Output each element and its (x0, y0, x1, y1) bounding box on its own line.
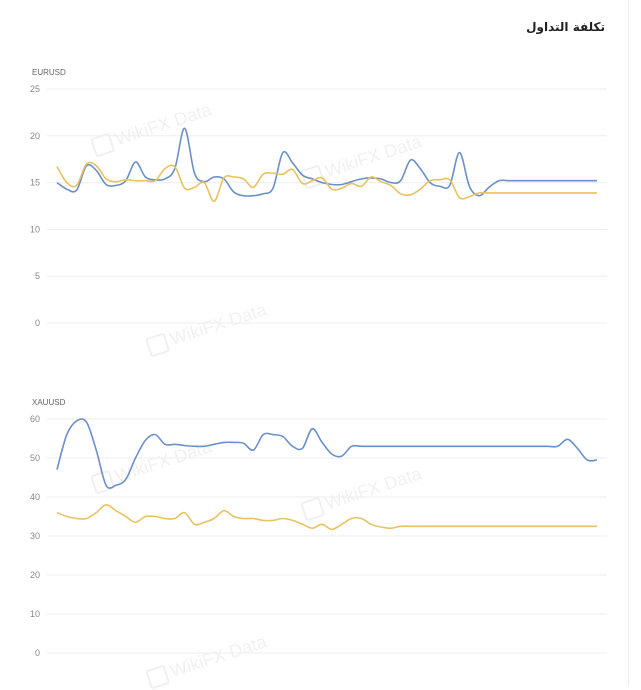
series-line-1 (56, 161, 597, 203)
page-title: تكلفة التداول (526, 20, 605, 34)
y-tick-label: 20 (30, 570, 40, 580)
y-tick-label: 10 (30, 224, 40, 234)
y-tick-label: 20 (30, 131, 40, 141)
y-tick-label: 0 (35, 318, 40, 328)
xauusd-line-chart: 0 10 20 30 40 50 60 (30, 414, 607, 658)
eurusd-line-chart: 0 5 10 15 20 25 (30, 84, 607, 328)
y-tick-label: 60 (30, 414, 40, 424)
y-tick-label: 25 (30, 84, 40, 94)
y-tick-label: 10 (30, 609, 40, 619)
y-tick-label: 30 (30, 531, 40, 541)
y-tick-label: 0 (35, 648, 40, 658)
series-line-0 (56, 418, 598, 489)
chart-title-xauusd: XAUUSD (32, 398, 66, 407)
chart-title-eurusd: EURUSD (32, 68, 66, 77)
y-tick-label: 5 (35, 271, 40, 281)
y-tick-label: 15 (30, 178, 40, 188)
panel-divider (628, 0, 629, 686)
y-tick-label: 40 (30, 492, 40, 502)
series-line-1 (56, 504, 597, 531)
series-line-0 (56, 127, 597, 197)
y-tick-label: 50 (30, 453, 40, 463)
